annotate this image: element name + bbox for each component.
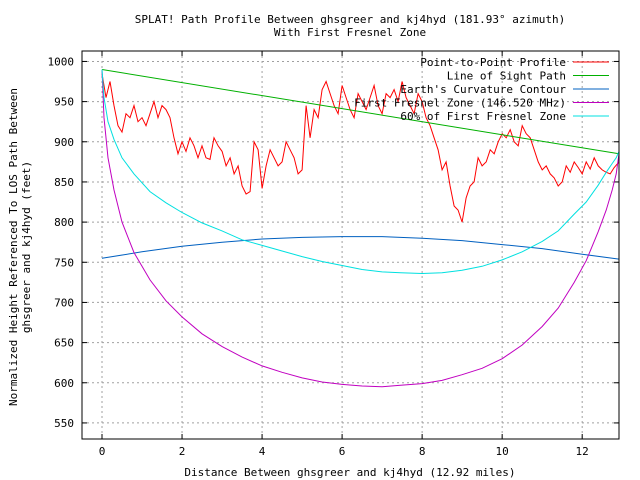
plot-frame — [81, 50, 620, 440]
legend-label: 60% of First Fresnel Zone — [400, 110, 566, 123]
y-tick-label: 900 — [54, 136, 74, 149]
chart-title: SPLAT! Path Profile Between ghsgreer and… — [135, 13, 565, 26]
legend-label: Point-to-Point Profile — [420, 56, 566, 69]
series-line-point-to-point-profile — [101, 73, 620, 223]
series-line-line-of-sight-path — [101, 69, 620, 155]
y-tick-label: 750 — [54, 256, 74, 269]
y-tick-label: 600 — [54, 377, 74, 390]
y-axis-label-line2: ghsgreer and kj4hyd (feet) — [20, 161, 33, 333]
series-line-first-fresnel-zone-146-520-mhz — [101, 69, 620, 388]
series-line-earth-s-curvature-contour — [101, 236, 620, 260]
legend-label: Earth's Curvature Contour — [400, 83, 566, 96]
y-tick-label: 850 — [54, 176, 74, 189]
y-tick-label: 700 — [54, 296, 74, 309]
y-tick-label: 550 — [54, 417, 74, 430]
y-tick-label: 1000 — [48, 55, 75, 68]
y-axis-label-line1: Normalized Height Referenced To LOS Path… — [7, 88, 20, 406]
x-axis-label: Distance Between ghsgreer and kj4hyd (12… — [184, 466, 515, 479]
x-tick-label: 6 — [339, 445, 346, 458]
x-tick-label: 4 — [259, 445, 266, 458]
legend-label: Line of Sight Path — [447, 70, 566, 83]
x-tick-labels: 0 2 4 6 8 10 12 — [99, 445, 589, 458]
y-tick-label: 950 — [54, 96, 74, 109]
grid-lines — [82, 51, 619, 439]
y-tick-labels: 550 600 650 700 750 800 850 900 950 1000 — [48, 55, 75, 429]
x-tick-label: 8 — [419, 445, 426, 458]
x-tick-label: 0 — [99, 445, 106, 458]
legend-label: First Fresnel Zone (146.520 MHz) — [354, 97, 566, 110]
x-tick-label: 2 — [179, 445, 186, 458]
series-line-60-of-first-fresnel-zone — [101, 69, 620, 275]
chart-subtitle: With First Fresnel Zone — [274, 26, 426, 39]
x-tick-label: 12 — [576, 445, 589, 458]
series-lines — [101, 69, 620, 388]
x-tick-label: 10 — [496, 445, 509, 458]
y-tick-label: 800 — [54, 216, 74, 229]
y-tick-label: 650 — [54, 337, 74, 350]
